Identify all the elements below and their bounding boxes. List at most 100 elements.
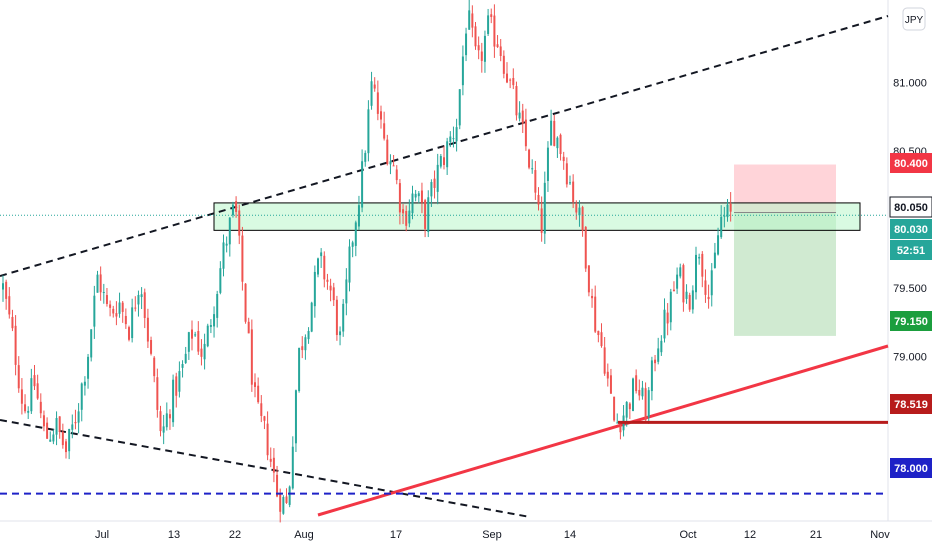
price-badge-label: 78.519 (894, 399, 928, 411)
candle-body (707, 296, 710, 300)
candle-body (250, 329, 253, 385)
candle-body (383, 123, 386, 139)
candle-body (559, 134, 562, 155)
price-badge-label: 80.030 (894, 224, 928, 236)
candle-body (96, 274, 99, 293)
candle-body (244, 283, 247, 322)
candle-body (30, 378, 33, 412)
candle-body (402, 209, 405, 214)
candle-body (354, 222, 357, 246)
candle-body (587, 265, 590, 293)
price-badge-countdown: 52:51 (890, 240, 932, 260)
candle-body (493, 15, 496, 47)
candle-body (660, 340, 663, 353)
candle-body (288, 486, 291, 505)
candle-body (581, 207, 584, 231)
candle-body (351, 242, 354, 247)
candle-body (323, 255, 326, 280)
candle-body (717, 235, 720, 255)
candle-body (42, 415, 45, 427)
levels-layer (0, 212, 888, 495)
candle-body (326, 279, 329, 282)
candle-body (36, 383, 39, 399)
price-badge-label: 80.050 (894, 202, 928, 214)
price-badge-bg (890, 153, 932, 173)
candle-body (257, 385, 260, 403)
candle-body (676, 274, 679, 289)
candles-layer (2, 0, 732, 523)
candle-body (465, 33, 468, 56)
candle-body (550, 120, 553, 146)
candle-body (698, 257, 701, 259)
candle-body (414, 193, 417, 198)
y-tick-label: 79.000 (893, 351, 927, 363)
candle-body (628, 403, 631, 410)
candle-body (392, 165, 395, 167)
candle-body (247, 321, 250, 334)
candle-body (143, 292, 146, 318)
candle-body (209, 324, 212, 327)
candle-body (279, 493, 282, 512)
price-badge-blue-level: 78.000 (890, 458, 932, 478)
candle-body (90, 329, 93, 358)
candle-body (357, 205, 360, 227)
candle-body (364, 152, 367, 162)
candle-body (650, 360, 653, 392)
candle-body (65, 441, 67, 453)
price-badge-label: 52:51 (897, 245, 925, 257)
price-badge-entry: 80.050 (889, 196, 932, 218)
candle-body (320, 252, 323, 257)
candle-body (562, 156, 565, 162)
candle-body (68, 428, 71, 452)
candle-body (58, 416, 61, 432)
candle-body (506, 73, 508, 83)
candle-body (181, 364, 184, 368)
price-badge-support: 78.519 (890, 394, 932, 414)
candle-body (534, 170, 537, 193)
candle-body (594, 296, 597, 332)
candle-body (200, 348, 203, 357)
candle-body (52, 434, 55, 442)
candle-body (446, 141, 449, 168)
candle-body (449, 136, 452, 143)
candle-body (187, 332, 190, 352)
candle-body (606, 371, 609, 379)
candle-body (231, 204, 234, 216)
candle-body (238, 210, 241, 236)
candle-body (61, 431, 64, 446)
candle-body (49, 439, 52, 442)
candle-body (5, 281, 8, 299)
candle-body (679, 267, 682, 277)
candle-body (641, 387, 644, 397)
candle-body (723, 215, 726, 217)
candle-body (172, 379, 175, 423)
candle-body (115, 313, 118, 317)
candle-body (83, 381, 86, 386)
candle-body (191, 329, 193, 339)
candle-body (430, 181, 433, 197)
candle-body (524, 119, 527, 147)
candle-body (203, 343, 206, 360)
candle-body (282, 497, 285, 514)
x-tick-label: Aug (294, 529, 314, 541)
candle-body (433, 178, 436, 188)
candle-body (537, 194, 540, 205)
candle-body (109, 304, 112, 308)
x-axis: Jul 13 22 Aug 17 Sep 14 Oct 12 21 Nov (95, 529, 890, 541)
candle-body (77, 411, 80, 423)
candle-body (695, 254, 697, 293)
candle-body (235, 201, 238, 212)
x-tick-label: Oct (679, 529, 696, 541)
currency-badge[interactable]: JPY (902, 7, 926, 31)
candle-body (625, 401, 628, 418)
candle-body (339, 331, 342, 336)
candle-body (276, 474, 279, 497)
candle-body (146, 317, 149, 342)
candle-body (701, 253, 704, 277)
candle-body (24, 404, 27, 412)
candle-body (105, 295, 108, 304)
candle-body (291, 446, 294, 489)
candle-body (616, 422, 619, 424)
